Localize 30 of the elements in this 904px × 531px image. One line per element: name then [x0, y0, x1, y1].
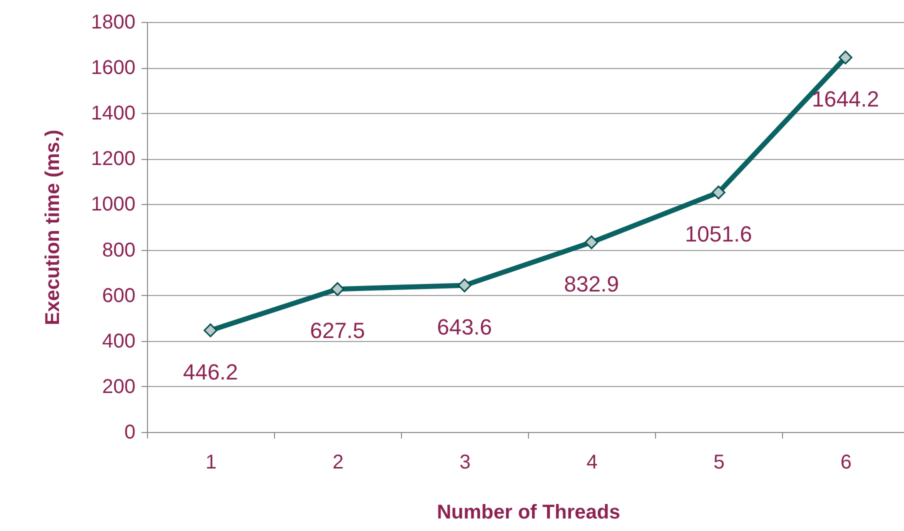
- data-label: 832.9: [564, 271, 620, 296]
- data-label: 627.5: [310, 318, 366, 344]
- y-tick-label: 400: [102, 330, 136, 352]
- y-tick-label: 1600: [91, 57, 136, 80]
- y-tick-label: 1200: [91, 148, 136, 170]
- point: [712, 186, 726, 200]
- x-tick-label: 6: [840, 452, 852, 474]
- data-label: 643.6: [436, 314, 492, 340]
- data-label: 446.2: [182, 359, 238, 384]
- x-tick-label: 5: [713, 452, 725, 474]
- point: [838, 50, 852, 64]
- point: [458, 278, 472, 292]
- x-axis-title: Number of Threads: [436, 502, 620, 524]
- y-axis-title: Execution time (ms.): [42, 130, 64, 326]
- data-label: 1051.6: [684, 221, 752, 246]
- y-tick-label: 800: [102, 239, 136, 262]
- point: [330, 282, 344, 296]
- point: [204, 323, 218, 338]
- x-tick-label: 2: [332, 452, 344, 474]
- y-tick-label: 600: [102, 284, 136, 307]
- y-tick-label: 1400: [91, 102, 136, 125]
- data-label: 1644.2: [812, 86, 880, 112]
- x-tick-label: 4: [586, 452, 598, 474]
- y-tick-label: 1000: [91, 194, 136, 216]
- x-tick-label: 3: [459, 452, 471, 474]
- y-tick-label: 200: [102, 376, 136, 398]
- point: [584, 235, 598, 250]
- x-tick-label: 1: [205, 452, 217, 474]
- y-tick-label: 0: [124, 422, 136, 444]
- y-tick-label: 1800: [91, 12, 136, 34]
